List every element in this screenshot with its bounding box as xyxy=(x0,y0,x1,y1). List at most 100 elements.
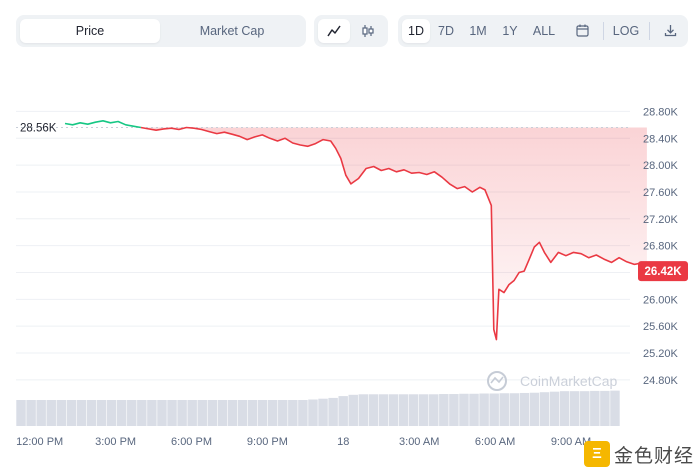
volume-bar xyxy=(328,397,338,426)
volume-bar xyxy=(429,394,439,426)
y-tick-label: 25.20K xyxy=(643,348,679,360)
volume-bar xyxy=(489,393,499,426)
volume-bar xyxy=(187,400,197,426)
volume-bar xyxy=(449,394,459,426)
price-chart[interactable]: CoinMarketCap 28.80K 28.40K 28.00K 27.60K 27… xyxy=(0,60,700,473)
volume-bar xyxy=(308,399,318,426)
range-1d[interactable]: 1D xyxy=(402,19,430,43)
log-scale-toggle[interactable]: LOG xyxy=(612,24,640,38)
volume-bar xyxy=(127,400,137,426)
volume-bar xyxy=(257,400,268,426)
price-area-fill xyxy=(140,127,647,340)
coinmarketcap-watermark: CoinMarketCap xyxy=(520,373,617,389)
volume-bar xyxy=(76,400,87,426)
volume-bar xyxy=(519,392,530,426)
volume-bars xyxy=(16,390,620,426)
tab-market-cap[interactable]: Market Cap xyxy=(199,24,265,38)
volume-bar xyxy=(549,391,560,426)
x-tick-label: 9:00 AM xyxy=(551,436,591,448)
volume-bar xyxy=(509,393,520,426)
y-tick-label: 26.80K xyxy=(643,241,679,253)
volume-bar xyxy=(96,400,107,426)
volume-bar xyxy=(610,390,620,426)
volume-bar xyxy=(298,400,308,426)
volume-bar xyxy=(348,394,358,426)
x-axis: 12:00 PM 3:00 PM 6:00 PM 9:00 PM 18 3:00 AM 6:… xyxy=(16,436,591,448)
last-price-label: 26.42K xyxy=(644,266,682,278)
coinmarketcap-logo-icon xyxy=(487,371,507,391)
tab-price[interactable]: Price xyxy=(20,19,160,43)
volume-bar xyxy=(227,400,238,426)
volume-bar xyxy=(247,400,258,426)
toolbar-divider xyxy=(649,22,650,40)
jinse-watermark-text: 金色财经 xyxy=(613,444,694,467)
chart-type-switch: Price Market Cap xyxy=(16,15,306,47)
volume-bar xyxy=(36,400,46,426)
volume-bar xyxy=(398,394,409,426)
calendar-icon[interactable] xyxy=(568,19,596,43)
volume-bar xyxy=(459,393,469,426)
volume-bar xyxy=(479,393,489,426)
y-tick-label: 28.00K xyxy=(643,160,679,172)
volume-bar xyxy=(46,400,56,426)
volume-bar xyxy=(559,391,570,426)
last-price-badge: 26.42K xyxy=(638,261,688,282)
time-range-switch: 1D 7D 1M 1Y ALL LOG xyxy=(398,15,688,47)
volume-bar xyxy=(16,400,26,426)
y-tick-label: 27.20K xyxy=(643,214,679,226)
range-1y[interactable]: 1Y xyxy=(502,24,518,38)
download-icon[interactable] xyxy=(656,19,684,43)
volume-bar xyxy=(197,400,207,426)
range-7d[interactable]: 7D xyxy=(438,24,454,38)
x-tick-label: 9:00 PM xyxy=(247,436,288,448)
price-line-above-open xyxy=(64,120,142,129)
volume-bar xyxy=(207,400,218,426)
y-tick-label: 28.40K xyxy=(643,133,679,145)
volume-bar xyxy=(408,394,419,426)
volume-bar xyxy=(137,400,147,426)
volume-bar xyxy=(539,392,550,426)
volume-bar xyxy=(288,400,298,426)
x-tick-label: 6:00 PM xyxy=(171,436,212,448)
y-tick-label: 27.60K xyxy=(643,187,679,199)
price-line-below-open xyxy=(140,126,648,341)
volume-bar xyxy=(147,400,157,426)
volume-bar xyxy=(368,394,379,426)
range-1m[interactable]: 1M xyxy=(469,24,487,38)
chart-toolbar: Price Market Cap 1D 7D 1M 1Y ALL xyxy=(0,0,700,60)
volume-bar xyxy=(167,400,177,426)
volume-bar xyxy=(600,390,610,426)
range-all[interactable]: ALL xyxy=(532,24,556,38)
jinse-finance-watermark: Ξ 金色财经 xyxy=(583,439,694,469)
volume-bar xyxy=(378,394,389,426)
volume-bar xyxy=(499,393,509,426)
y-tick-label: 26.00K xyxy=(643,294,679,306)
toolbar-divider xyxy=(603,22,604,40)
volume-bar xyxy=(26,400,36,426)
x-tick-label: 3:00 AM xyxy=(399,436,439,448)
volume-bar xyxy=(56,400,67,426)
volume-bar xyxy=(590,390,600,426)
y-axis: 28.80K 28.40K 28.00K 27.60K 27.20K 26.80K 26.4… xyxy=(643,106,679,386)
volume-bar xyxy=(338,396,348,426)
jinse-logo-icon: Ξ xyxy=(583,441,610,467)
volume-bar xyxy=(469,393,479,426)
volume-bar xyxy=(580,391,590,426)
line-chart-icon[interactable] xyxy=(318,19,350,43)
chart-view-switch xyxy=(314,15,388,47)
y-tick-label: 24.80K xyxy=(643,375,679,387)
y-tick-label: 25.60K xyxy=(643,321,679,333)
volume-bar xyxy=(66,400,77,426)
volume-bar xyxy=(86,400,97,426)
volume-bar xyxy=(157,400,167,426)
volume-bar xyxy=(217,400,228,426)
y-tick-label: 28.80K xyxy=(643,106,679,118)
x-tick-label: 3:00 PM xyxy=(95,436,136,448)
volume-bar xyxy=(529,392,540,426)
volume-bar xyxy=(106,400,117,426)
x-tick-label: 6:00 AM xyxy=(475,436,515,448)
candlestick-icon[interactable] xyxy=(352,19,384,43)
volume-bar xyxy=(267,400,278,426)
volume-bar xyxy=(318,398,328,426)
volume-bar xyxy=(418,394,429,426)
